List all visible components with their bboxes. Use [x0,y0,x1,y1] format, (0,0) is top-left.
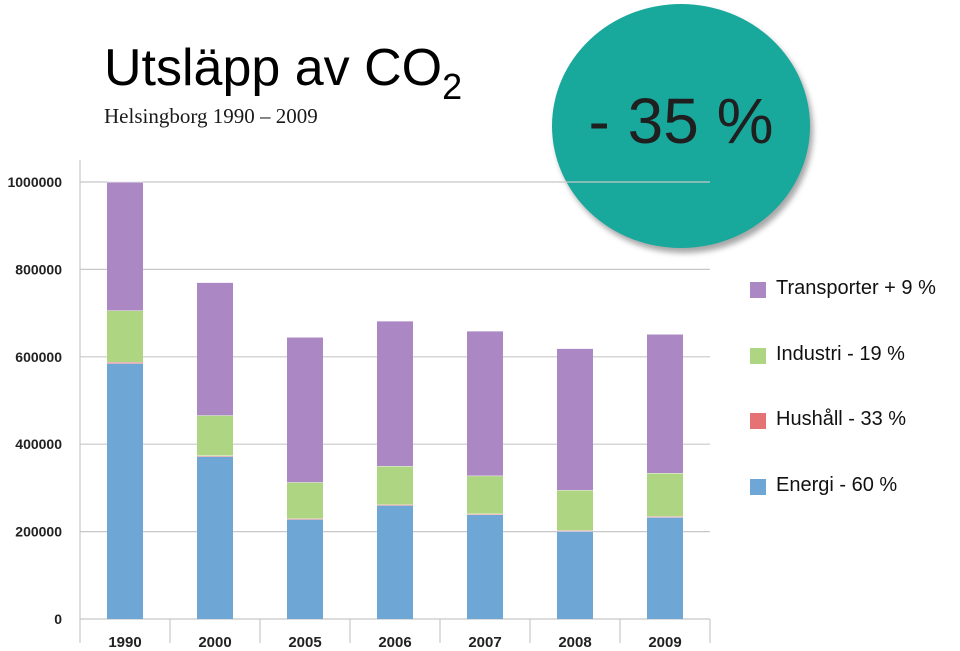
legend-swatch-industri [750,347,766,364]
x-tick-label: 2009 [648,634,681,651]
reduction-badge-text: - 35 % [588,85,774,157]
y-tick-label: 800000 [15,261,62,277]
bar-segment-transporter [647,334,683,474]
bar-segment-transporter [107,182,143,311]
y-tick-label: 200000 [15,524,62,540]
bar-segment-energi [287,519,323,619]
legend-swatch-energi [750,478,766,495]
bar-segment-energi [467,514,503,619]
stacked-bar-chart: 0 200000 400000 600000 800000 1000000 1990 2000… [7,160,711,651]
bar-segment-industri [197,415,233,456]
bar-segment-hushll [197,455,233,457]
legend-item-industri: Industri - 19 % [748,340,960,406]
chart-subtitle: Helsingborg 1990 – 2009 [104,104,318,128]
legend-label-transporter: Transporter + 9 % [776,277,936,299]
legend-label-energi: Energi - 60 % [776,473,898,496]
bar-segment-hushll [287,518,323,520]
x-tick-label: 2006 [378,634,411,651]
bar-segment-hushll [557,530,593,532]
legend: Transporter + 9 % Industri - 19 % Hushål… [748,274,960,536]
bar-segment-hushll [377,504,413,506]
legend-label-industri: Industri - 19 % [776,342,905,365]
chart-title: Utsläpp av CO2 [104,38,462,107]
y-tick-label: 0 [54,611,62,627]
bar-segment-transporter [377,320,413,467]
legend-swatch-transporter [750,282,766,298]
legend-item-transporter: Transporter + 9 % [748,274,960,340]
bar-segment-industri [647,473,683,517]
bar-segment-transporter [467,331,503,476]
x-tick-label: 2007 [468,634,501,651]
bar-segment-energi [377,505,413,619]
title-subscript: 2 [442,66,463,107]
bar-segment-industri [377,466,413,505]
bar-segment-energi [197,456,233,619]
bar-segment-energi [557,531,593,619]
legend-label-hushall: Hushåll - 33 % [776,408,907,430]
title-main: Utsläpp av CO [104,39,443,97]
bar-segment-industri [287,482,323,519]
x-tick-label: 2005 [288,634,321,651]
bar-segment-hushll [467,513,503,515]
bar-segment-transporter [287,337,323,483]
bar-segment-transporter [197,282,233,416]
legend-item-hushall: Hushåll - 33 % [748,405,960,471]
bar-segment-energi [107,363,143,619]
bar-segment-industri [107,310,143,363]
bar-segment-energi [647,517,683,619]
x-tick-label: 2000 [198,634,231,651]
y-tick-label: 400000 [15,436,62,452]
y-tick-label: 600000 [15,349,62,365]
legend-item-energi: Energi - 60 % [748,471,960,537]
x-tick-label: 2008 [558,634,591,651]
reduction-badge: - 35 % [552,4,810,248]
bar-segment-industri [557,490,593,531]
bar-segment-industri [467,475,503,514]
x-tick-label: 1990 [108,634,141,651]
bar-segment-hushll [107,362,143,364]
y-tick-label: 1000000 [7,174,62,190]
legend-swatch-hushall [750,413,766,429]
bar-segment-hushll [647,516,683,518]
bar-segment-transporter [557,348,593,491]
